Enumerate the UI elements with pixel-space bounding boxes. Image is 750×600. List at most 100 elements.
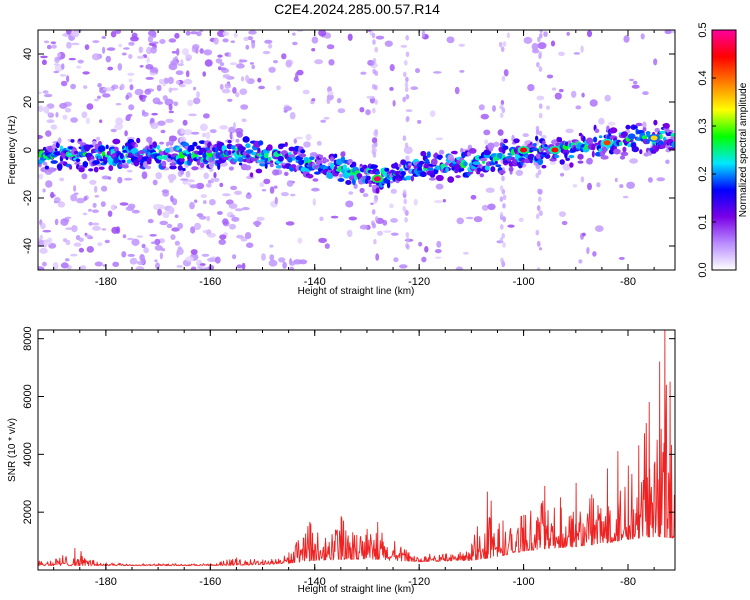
spectrogram-band-cell xyxy=(255,168,263,174)
spectrogram-speckle xyxy=(107,176,112,180)
spectrogram-speckle xyxy=(402,189,407,195)
spectrogram-band-cell xyxy=(227,150,232,155)
spectrogram-band-cell xyxy=(468,148,477,154)
spectrogram-speckle xyxy=(151,41,159,45)
spectrogram-speckle xyxy=(259,182,265,188)
spectrogram-speckle xyxy=(143,247,149,254)
spectrogram-speckle xyxy=(320,119,327,123)
spectrogram-band-cell xyxy=(242,136,250,143)
spectrogram-speckle xyxy=(273,185,278,189)
spectrogram-speckle xyxy=(406,115,410,122)
spectrogram-speckle xyxy=(372,222,377,229)
spectrogram-speckle xyxy=(402,205,407,212)
snr-plot-area xyxy=(38,330,675,567)
spectrogram-band-cell xyxy=(191,166,199,171)
spectrogram-speckle xyxy=(168,207,175,215)
spectrogram-band-cell xyxy=(152,141,157,148)
spectrogram-speckle xyxy=(523,36,533,44)
spectrogram-band-cell xyxy=(484,165,490,171)
spectrogram-band-cell xyxy=(455,175,461,179)
spectrogram-speckle xyxy=(429,110,436,117)
spectrogram-speckle xyxy=(59,102,68,109)
x-tick-label: -120 xyxy=(408,276,430,288)
spectrogram-speckle xyxy=(587,182,592,191)
spectrogram-band-cell xyxy=(279,143,287,148)
spectrogram-band-cell xyxy=(230,145,236,150)
spectrogram-band-cell xyxy=(342,164,347,170)
spectrogram-band-cell xyxy=(169,162,177,167)
spectrogram-band-cell xyxy=(312,178,319,182)
spectrogram-speckle xyxy=(81,173,88,180)
spectrogram-speckle xyxy=(51,44,57,49)
spectrogram-band-cell xyxy=(654,127,660,133)
spectrogram-band-cell xyxy=(42,161,48,166)
spectrogram-band-cell xyxy=(537,158,544,166)
spectrogram-speckle xyxy=(433,71,442,74)
spectrogram-speckle xyxy=(232,87,237,94)
spectrogram-band-cell xyxy=(82,161,89,168)
spectrogram-speckle xyxy=(311,187,320,192)
snr-frame xyxy=(37,329,676,571)
spectrogram-speckle xyxy=(538,66,543,72)
spectrogram-speckle xyxy=(348,191,354,195)
spectrogram-band-cell xyxy=(88,168,94,172)
spectrogram-speckle xyxy=(434,249,442,254)
spectrogram-speckle xyxy=(154,259,158,263)
spectrogram-speckle xyxy=(85,234,92,238)
spectrogram-band-cell xyxy=(113,146,119,152)
spectrogram-speckle xyxy=(359,107,365,113)
spectrogram-speckle xyxy=(642,91,649,96)
spectrogram-speckle xyxy=(149,68,159,73)
spectrogram-speckle xyxy=(82,212,88,216)
spectrogram-speckle xyxy=(70,30,80,38)
spectrogram-speckle xyxy=(404,86,409,93)
spectrogram-band-cell xyxy=(287,156,293,163)
spectrogram-band-cell xyxy=(269,163,274,168)
spectrogram-band-cell xyxy=(87,144,94,148)
spectrogram-speckle xyxy=(128,104,135,111)
spectrogram-speckle xyxy=(327,91,334,96)
spectrogram-speckle xyxy=(88,208,92,212)
spectrogram-speckle xyxy=(633,80,638,85)
spectrogram-speckle xyxy=(107,66,114,71)
spectrogram-speckle xyxy=(311,48,316,52)
spectrogram-speckle xyxy=(168,87,173,93)
spectrogram-speckle xyxy=(210,177,215,184)
spectrogram-speckle xyxy=(76,197,85,204)
spectrogram-speckle xyxy=(404,217,408,223)
spectrogram-speckle xyxy=(550,40,556,47)
spectrogram-speckle xyxy=(575,105,582,110)
spectrogram-speckle xyxy=(219,67,227,71)
spectrogram-speckle xyxy=(400,44,408,48)
spectrogram-speckle xyxy=(436,240,442,248)
spectrogram-speckle xyxy=(176,264,183,268)
spectrogram-speckle xyxy=(228,52,232,58)
spectrogram-speckle xyxy=(370,202,374,205)
spectrogram-peak xyxy=(373,176,381,182)
spectrogram-speckle xyxy=(289,112,296,120)
spectrogram-speckle xyxy=(473,216,483,223)
spectrogram-speckle xyxy=(42,188,46,193)
spectrogram-speckle xyxy=(122,234,127,239)
spectrogram-speckle xyxy=(629,158,638,164)
spectrogram-speckle xyxy=(326,97,331,105)
spectrogram-speckle xyxy=(281,53,287,60)
snr-y-axis-title: SNR (10 * v/v) xyxy=(7,418,18,482)
spectrogram-speckle xyxy=(536,95,545,101)
spectrogram-speckle xyxy=(371,143,376,150)
spectrogram-band-cell xyxy=(238,162,243,166)
spectrogram-band-cell xyxy=(196,145,202,150)
spectrogram-speckle xyxy=(360,71,367,75)
spectrogram-band-cell xyxy=(198,140,206,145)
spectrogram-speckle xyxy=(50,124,58,130)
spectrogram-band-cell xyxy=(180,170,185,175)
spectrogram-speckle xyxy=(134,88,144,96)
spectrogram-band-cell xyxy=(562,148,570,156)
spectrogram-band-cell xyxy=(164,147,171,153)
spectrogram-band-cell xyxy=(622,146,627,153)
spectrogram-speckle xyxy=(618,256,625,260)
spectrogram-speckle xyxy=(238,59,248,63)
spectrogram-speckle xyxy=(141,243,146,249)
spectrogram-band-cell xyxy=(98,166,105,170)
